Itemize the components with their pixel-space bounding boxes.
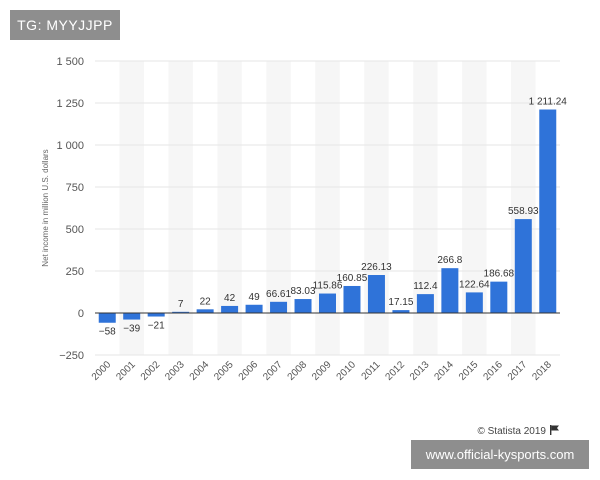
data-label: 83.03 <box>291 286 316 297</box>
background-band <box>168 61 193 355</box>
bar <box>196 309 214 313</box>
x-tick-label: 2015 <box>457 359 481 383</box>
data-label: 49 <box>249 292 261 303</box>
bar <box>490 281 508 313</box>
bar <box>172 311 190 313</box>
data-label: 66.61 <box>266 289 291 300</box>
bar <box>539 109 557 313</box>
x-tick-label: 2003 <box>163 359 187 383</box>
background-band <box>119 61 144 355</box>
x-tick-label: 2000 <box>90 359 114 383</box>
x-tick-label: 2001 <box>114 359 138 383</box>
data-label: 115.86 <box>313 281 343 292</box>
bar <box>514 219 532 313</box>
watermark-badge-bottom: www.official-kysports.com <box>411 440 589 469</box>
x-tick-label: 2004 <box>188 359 212 383</box>
data-label: 122.64 <box>459 279 490 290</box>
bar <box>294 299 312 313</box>
y-tick-label: 250 <box>66 266 84 278</box>
bar <box>343 285 361 313</box>
flag-icon <box>550 425 559 435</box>
data-label: −58 <box>99 327 116 338</box>
bar <box>441 268 459 313</box>
data-labels: −58 −39 −21 7 22 42 49 66.61 83.03115.86160.8522… <box>99 97 568 338</box>
x-tick-label: 2012 <box>384 359 408 383</box>
x-tick-label: 2006 <box>237 359 261 383</box>
x-tick-label: 2007 <box>261 359 285 383</box>
x-tick-label: 2009 <box>310 359 334 383</box>
bar <box>123 313 141 320</box>
data-label: 266.8 <box>437 255 462 266</box>
data-label: 186.68 <box>484 269 515 280</box>
data-label: −21 <box>148 321 165 332</box>
gridlines <box>95 60 560 356</box>
x-tick-label: 2016 <box>481 359 505 383</box>
x-tick-label: 2011 <box>360 359 383 382</box>
bar <box>98 313 116 323</box>
data-label: −39 <box>123 324 140 335</box>
data-label: 42 <box>224 293 236 304</box>
bar <box>147 313 165 317</box>
x-tick-label: 2002 <box>139 359 163 383</box>
bar <box>465 292 483 313</box>
data-label: 7 <box>178 299 184 310</box>
x-tick-label: 2018 <box>530 359 554 383</box>
watermark-badge-top: TG: MYYJJPP <box>10 10 120 40</box>
data-label: 226.13 <box>361 262 392 273</box>
x-tick-label: 2008 <box>286 359 310 383</box>
y-axis-ticks: −250 0 250 500 750 1 000 1 250 1 500 <box>56 56 84 362</box>
y-tick-label: 750 <box>66 182 84 194</box>
y-tick-label: −250 <box>59 350 84 362</box>
bar <box>245 304 263 313</box>
bar <box>319 293 336 313</box>
bar <box>221 305 239 313</box>
y-tick-label: 0 <box>78 308 84 320</box>
bar <box>270 301 288 313</box>
y-tick-label: 500 <box>66 224 84 236</box>
y-tick-label: 1 250 <box>56 98 84 110</box>
x-tick-label: 2013 <box>408 359 432 383</box>
bar <box>392 310 410 313</box>
y-tick-label: 1 500 <box>56 56 84 68</box>
data-label: 160.85 <box>337 273 368 284</box>
bar <box>416 294 434 313</box>
data-label: 558.93 <box>508 206 539 217</box>
x-axis-ticks: 2000 2001 2002 2003 2004 2005 2006 2007 2008 2009… <box>90 359 554 383</box>
bar <box>367 275 385 313</box>
y-tick-label: 1 000 <box>56 140 84 152</box>
x-tick-label: 2005 <box>212 359 236 383</box>
statista-credit: © Statista 2019 <box>477 426 546 437</box>
y-axis-title: Net income in million U.S. dollars <box>41 149 50 266</box>
x-tick-label: 2010 <box>335 359 359 383</box>
data-label: 22 <box>200 296 212 307</box>
data-label: 112.4 <box>413 281 438 292</box>
x-tick-label: 2017 <box>506 359 530 383</box>
data-label: 17.15 <box>388 297 413 308</box>
bars <box>98 109 557 323</box>
x-tick-label: 2014 <box>432 359 456 383</box>
data-label: 1 211.24 <box>529 97 568 108</box>
